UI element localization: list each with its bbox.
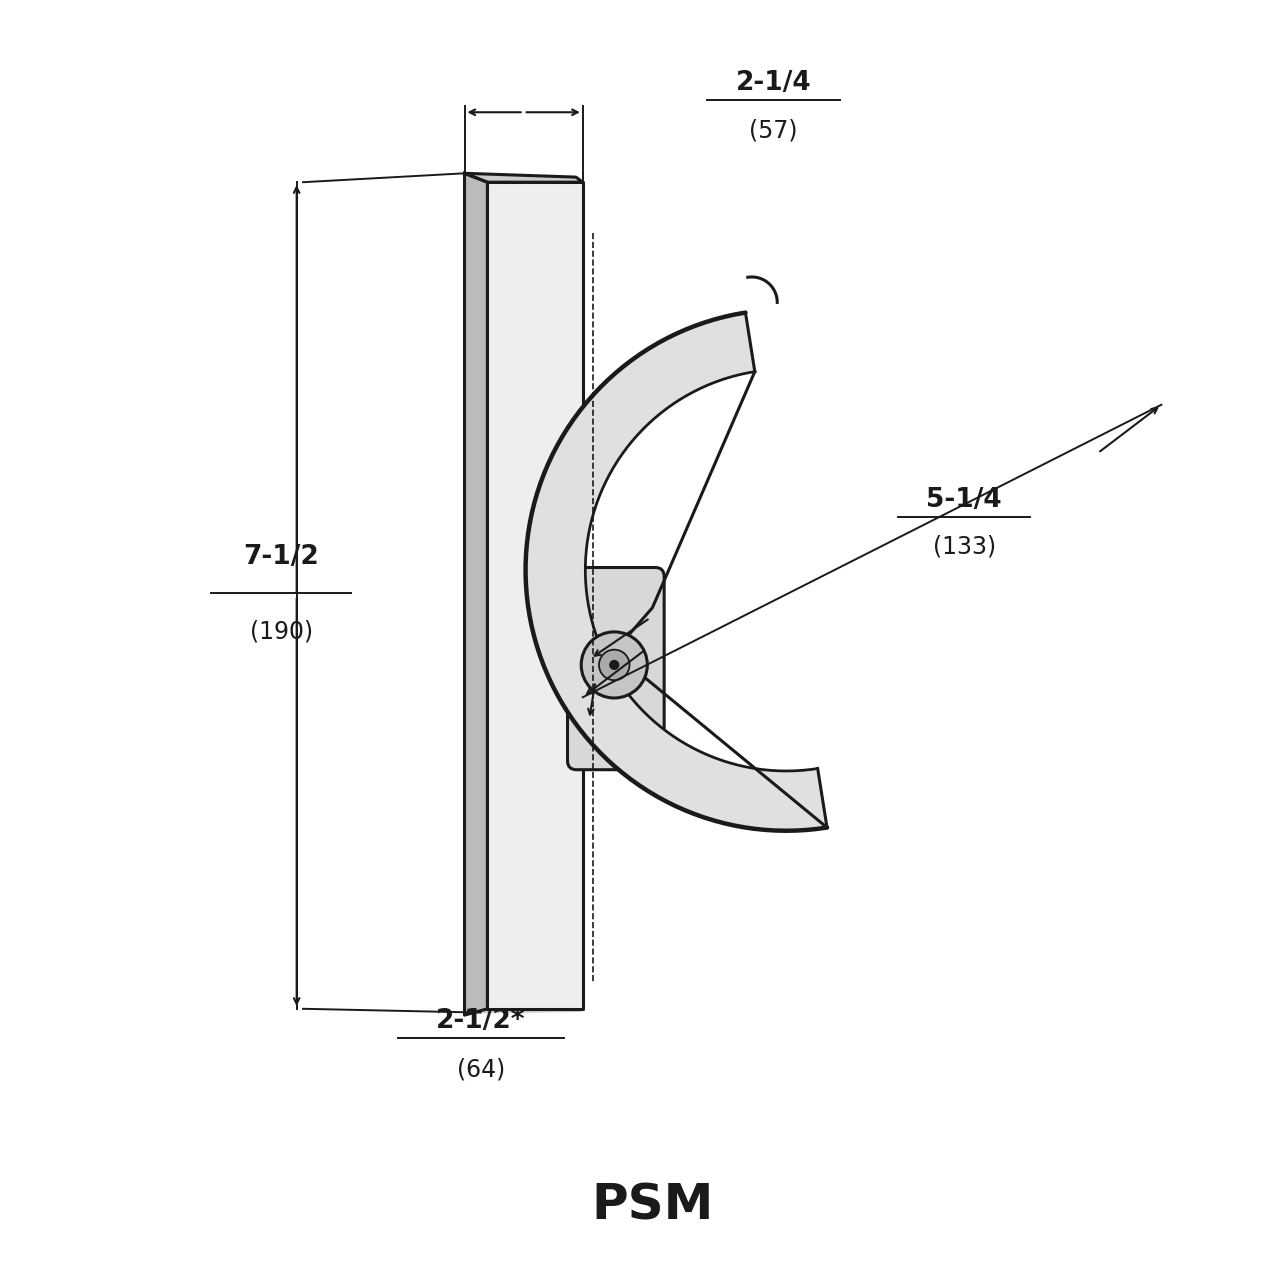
Polygon shape — [480, 1009, 582, 1012]
Circle shape — [609, 659, 620, 669]
Text: 5-1/4: 5-1/4 — [927, 486, 1002, 513]
Text: (57): (57) — [749, 119, 797, 142]
Text: (64): (64) — [457, 1057, 506, 1082]
Polygon shape — [526, 312, 827, 831]
Polygon shape — [465, 173, 488, 1015]
Polygon shape — [488, 182, 582, 1009]
Text: 2-1/2*: 2-1/2* — [436, 1009, 526, 1034]
Text: (133): (133) — [933, 535, 996, 558]
Circle shape — [581, 632, 648, 698]
Text: 2-1/4: 2-1/4 — [736, 69, 812, 96]
Polygon shape — [465, 173, 582, 182]
Text: (190): (190) — [250, 620, 312, 643]
Text: 7-1/2: 7-1/2 — [243, 544, 319, 571]
FancyBboxPatch shape — [567, 567, 664, 769]
Circle shape — [599, 650, 630, 680]
Text: PSM: PSM — [591, 1181, 714, 1230]
